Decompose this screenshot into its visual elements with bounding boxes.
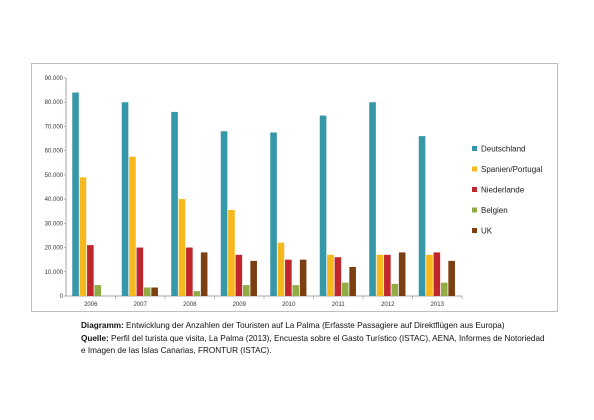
bar-spanien-portugal-2012 <box>376 254 384 296</box>
bar-belgien-2009 <box>242 285 250 296</box>
bar-belgien-2008 <box>193 291 201 296</box>
y-tick-label: 40.000 <box>45 197 64 203</box>
bar-spanien-portugal-2011 <box>327 254 334 296</box>
x-tick-label: 2010 <box>282 302 296 308</box>
bar-uk-2007 <box>151 287 158 296</box>
y-tick-label: 20.000 <box>45 246 64 252</box>
chart-caption: Diagramm: Entwicklung der Anzahlen der T… <box>81 320 551 358</box>
legend-swatch <box>472 207 477 213</box>
bar-spanien-portugal-2008 <box>178 199 186 296</box>
bar-uk-2012 <box>398 252 406 296</box>
bar-niederlande-2012 <box>384 254 391 296</box>
legend-label: Belgien <box>481 206 508 215</box>
y-tick-label: 90.000 <box>45 76 64 82</box>
legend-swatch <box>472 146 477 151</box>
y-tick-label: 0 <box>60 294 64 300</box>
bar-deutschland-2006 <box>72 92 79 297</box>
bar-spanien-portugal-2009 <box>228 210 235 296</box>
caption-source-label: Quelle: <box>81 333 109 343</box>
chart-frame: 0 10.000 20.000 30.000 40.000 50.000 60.000 70.… <box>31 63 558 312</box>
legend-swatch <box>472 228 477 233</box>
bar-belgien-2007 <box>143 287 151 296</box>
bar-spanien-portugal-2013 <box>426 254 433 296</box>
bar-niederlande-2010 <box>285 259 292 296</box>
bar-belgien-2012 <box>391 283 399 296</box>
bar-spanien-portugal-2007 <box>129 156 136 296</box>
x-tick-label: 2012 <box>381 302 395 308</box>
bar-spanien-portugal-2006 <box>79 177 87 296</box>
legend-swatch <box>472 187 477 192</box>
bar-belgien-2013 <box>440 282 448 296</box>
y-tick-label: 30.000 <box>45 221 64 227</box>
legend-label: Niederlande <box>481 186 525 195</box>
x-tick-label: 2006 <box>84 302 98 308</box>
bar-uk-2009 <box>250 260 257 296</box>
caption-source-text: Perfil del turista que visita, La Palma … <box>81 333 545 356</box>
x-tick-label: 2013 <box>431 302 445 308</box>
bar-deutschland-2011 <box>319 115 327 296</box>
x-tick-label: 2011 <box>332 302 346 308</box>
bar-spanien-portugal-2010 <box>277 242 285 296</box>
bar-deutschland-2009 <box>220 131 228 296</box>
bar-uk-2008 <box>200 252 208 296</box>
bar-belgien-2006 <box>94 285 102 296</box>
bar-deutschland-2010 <box>270 132 277 296</box>
bar-deutschland-2008 <box>171 111 178 297</box>
legend-label: Spanien/Portugal <box>481 165 543 174</box>
x-tick-label: 2007 <box>134 302 148 308</box>
bar-niederlande-2008 <box>186 247 193 296</box>
bar-uk-2010 <box>299 259 307 296</box>
bar-niederlande-2006 <box>87 245 94 296</box>
bar-deutschland-2007 <box>121 102 129 296</box>
legend-swatch <box>472 166 477 172</box>
y-tick-label: 80.000 <box>45 100 64 106</box>
x-tick-label: 2008 <box>183 302 197 308</box>
bar-uk-2011 <box>349 266 356 296</box>
caption-line-source: Quelle: Perfil del turista que visita, L… <box>81 333 551 358</box>
caption-diagram-label: Diagramm: <box>81 321 124 330</box>
y-tick-label: 50.000 <box>45 173 64 179</box>
bar-uk-2013 <box>448 260 455 296</box>
bar-belgien-2011 <box>341 282 349 296</box>
y-tick-label: 70.000 <box>45 124 64 130</box>
bar-chart: 0 10.000 20.000 30.000 40.000 50.000 60.000 70.… <box>45 76 543 308</box>
bar-niederlande-2009 <box>235 254 243 296</box>
bar-deutschland-2012 <box>369 102 376 296</box>
y-tick-label: 10.000 <box>45 270 64 276</box>
bar-belgien-2010 <box>292 285 300 296</box>
bar-niederlande-2007 <box>136 247 144 296</box>
y-tick-label: 60.000 <box>45 149 64 155</box>
bar-niederlande-2013 <box>433 252 441 296</box>
caption-line-diagram: Diagramm: Entwicklung der Anzahlen der T… <box>81 320 551 333</box>
bar-niederlande-2011 <box>334 257 342 296</box>
caption-diagram-text: Entwicklung der Anzahlen der Touristen a… <box>123 321 505 330</box>
legend-label: Deutschland <box>481 145 525 154</box>
legend-label: UK <box>481 227 493 236</box>
x-tick-label: 2009 <box>233 302 247 308</box>
bar-deutschland-2013 <box>418 136 426 296</box>
